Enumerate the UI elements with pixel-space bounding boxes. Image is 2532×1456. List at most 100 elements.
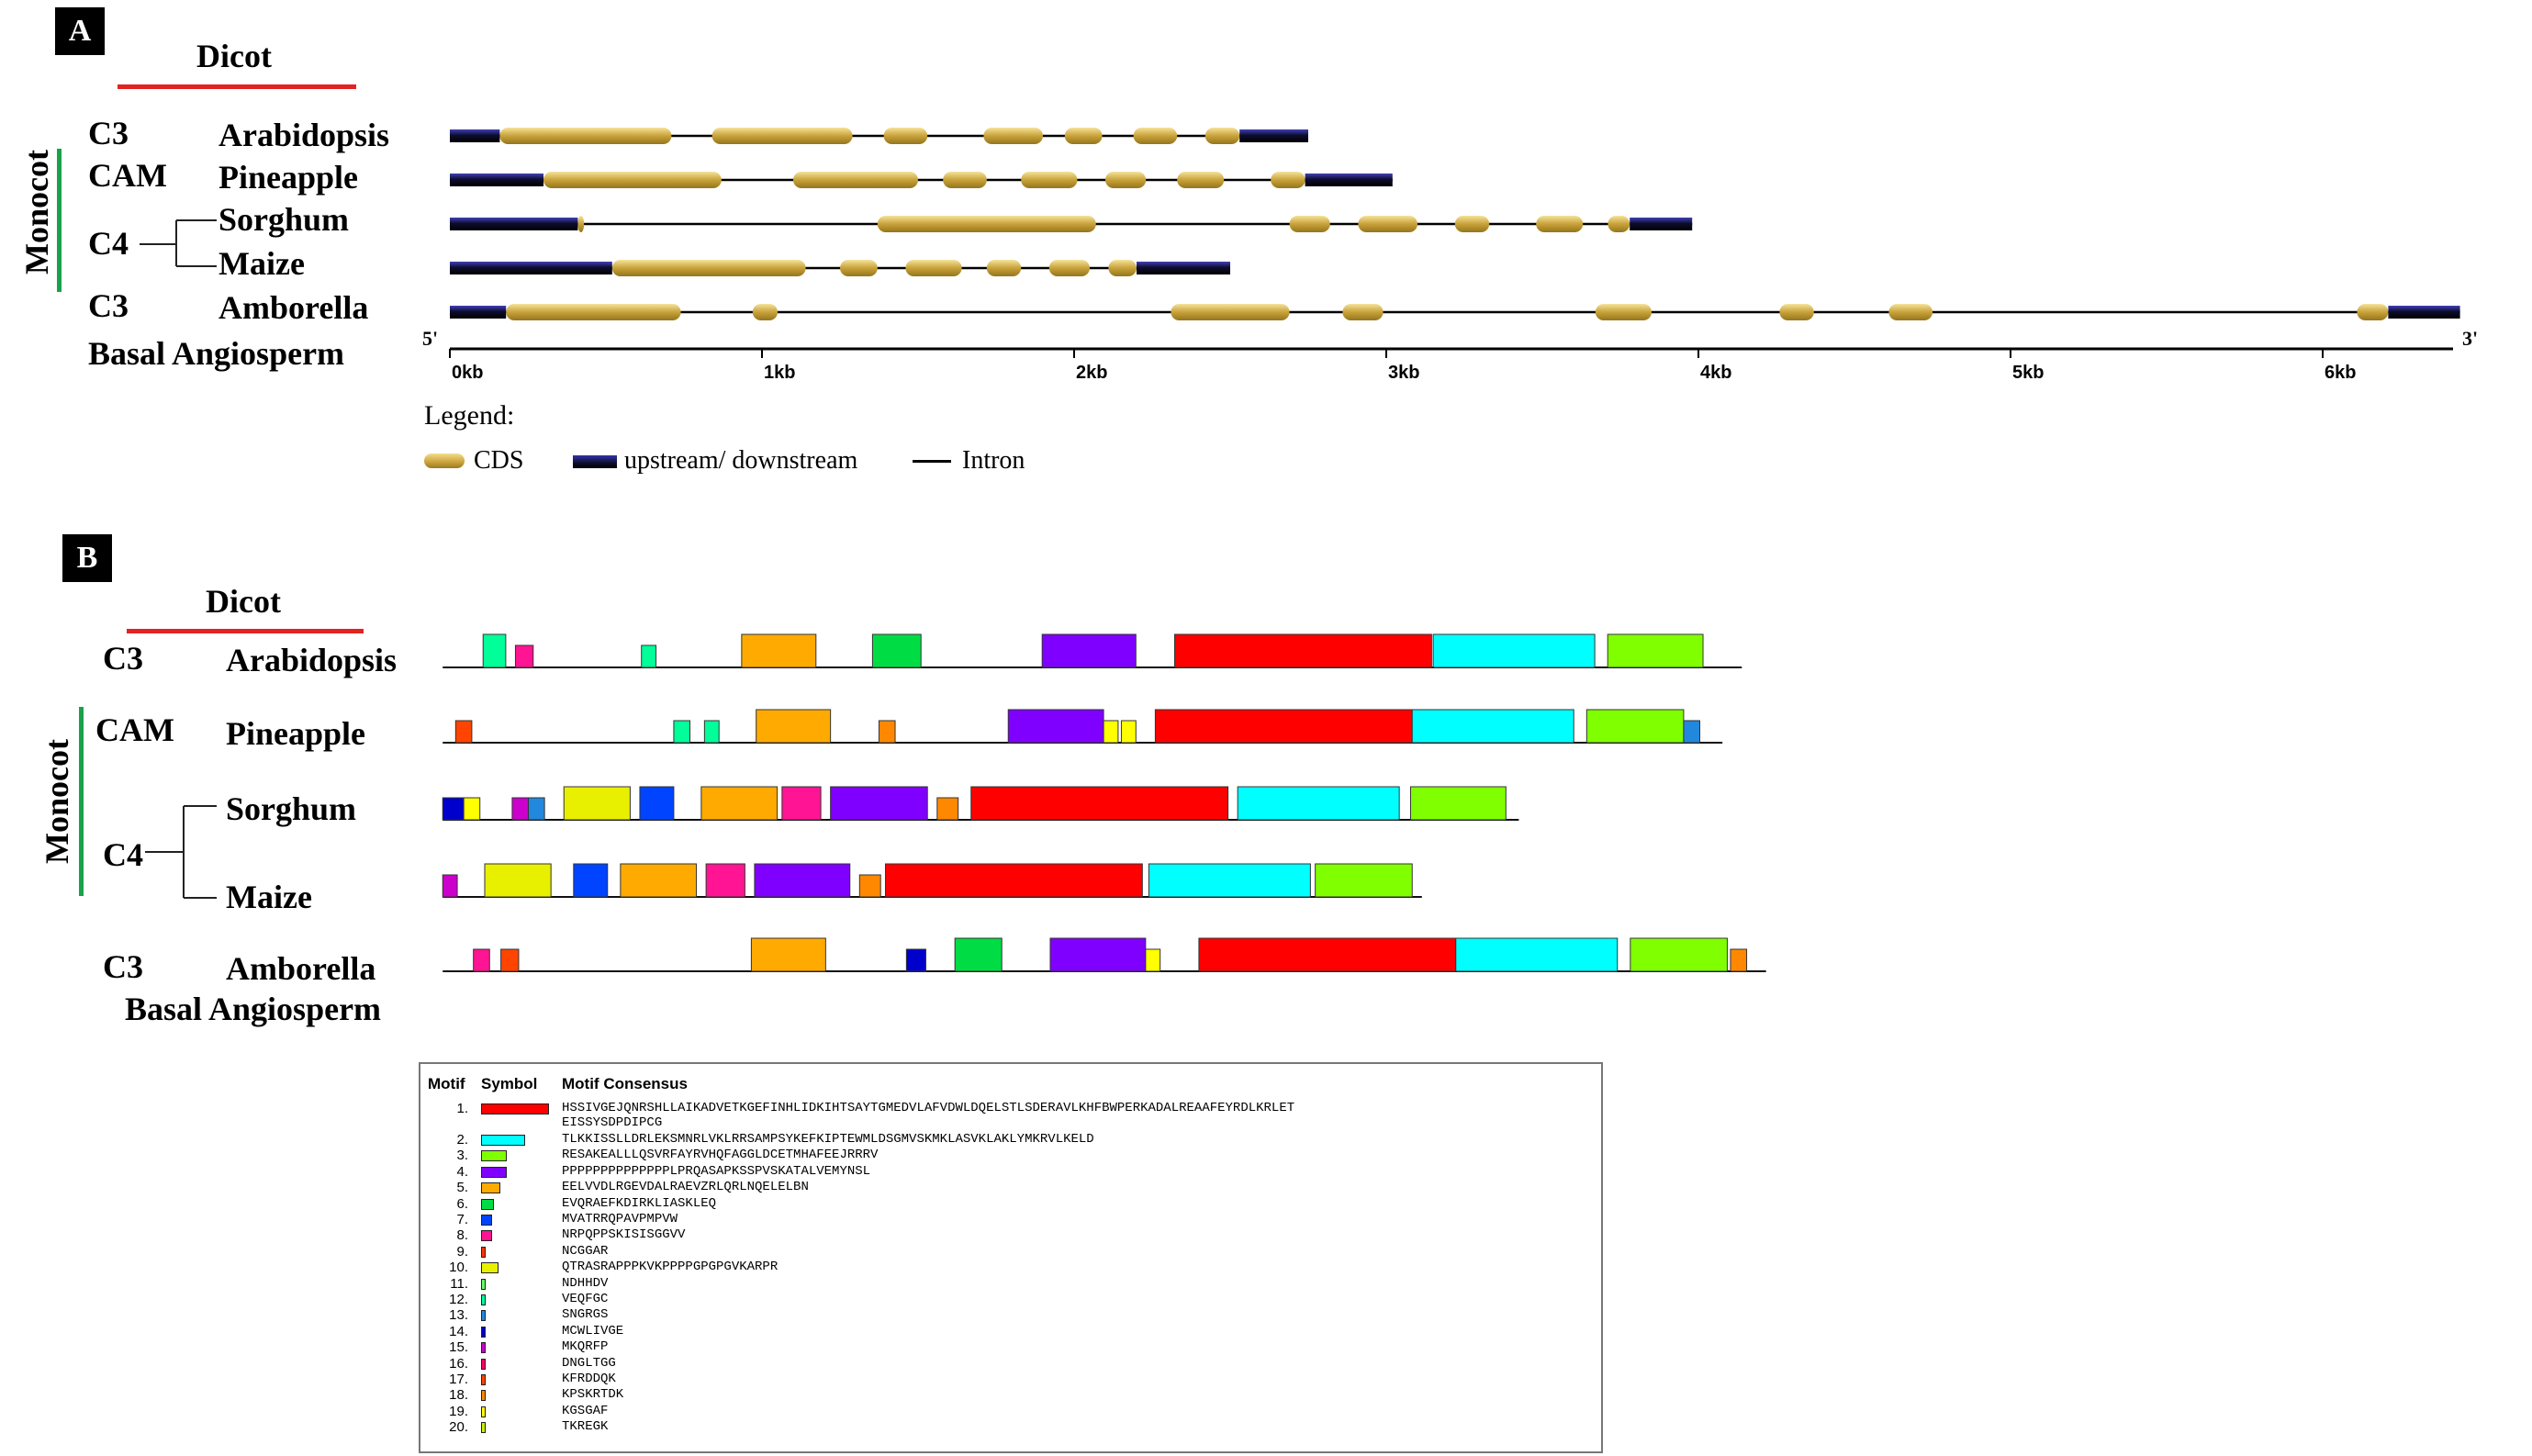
motif-block-4 [1041,633,1137,668]
motif-block-19 [463,797,481,821]
motif-symbol [481,1278,487,1290]
motif-consensus: KPSKRTDK [562,1387,624,1403]
motif-block-12 [482,633,507,668]
motif-symbol [481,1374,487,1385]
motif-block-18 [878,720,896,744]
cds-segment [506,304,681,320]
panel-b-species-pineapple: Pineapple [226,715,366,752]
motif-consensus: MKQRFP [562,1339,609,1355]
cds-segment [986,260,1022,276]
panel-a-species-maize: Maize [218,245,305,282]
motif-block-13 [1683,720,1701,744]
motif-number: 9. [456,1243,468,1260]
motif-block-1 [884,863,1143,898]
motif-block-14 [905,948,926,972]
motif-number: 20. [449,1419,468,1436]
panel-a-group-c4: C4 [88,225,129,262]
motif-number: 15. [449,1339,468,1356]
motif-symbol [481,1246,487,1258]
cds-segment [1105,172,1147,188]
motif-number: 10. [449,1260,468,1276]
motif-number: 19. [449,1403,468,1419]
utr-segment [1137,262,1230,274]
motif-consensus: HSSIVGEJQNRSHLLAIKADVETKGEFINHLIDKIHTSAY… [562,1101,1295,1115]
panel-b-species-maize: Maize [226,879,312,915]
motif-number: 2. [456,1132,468,1148]
motif-consensus: NDHHDV [562,1275,609,1291]
motif-legend-table: Motif Symbol Motif Consensus 1. HSSIVGEJQ… [419,1062,1603,1453]
motif-row: 12. VEQFGC [420,1292,1596,1308]
panel-b-group-c4: C4 [103,836,143,873]
motif-header-consensus: Motif Consensus [562,1075,688,1092]
utr-segment [1239,129,1308,142]
cds-segment [840,260,878,276]
panel-b-group-c3-amborella: C3 [103,948,143,985]
motif-block-14 [442,797,465,821]
panel-b-monocot-bar [79,707,84,896]
motif-block-8 [514,644,534,668]
cds-segment [1608,216,1630,232]
motif-symbol [481,1103,549,1114]
panel-a-group-c3-arabidopsis: C3 [88,115,129,151]
panel-a-badge: A [55,7,105,55]
motif-symbol [481,1215,493,1226]
motif-consensus: NRPQPPSKISISGGVV [562,1227,686,1243]
motif-block-2 [1432,633,1596,668]
motif-row: 7. MVATRRQPAVPMPVW [420,1212,1596,1228]
motif-block-4 [1049,937,1147,972]
legend-intron-label: Intron [962,446,1025,475]
motif-consensus: VEQFGC [562,1292,609,1306]
kb-tick-label: 6kb [2325,363,2356,383]
motif-block-3 [1630,937,1728,972]
panel-a-group-c3-amborella: C3 [88,287,129,324]
motif-block-15 [511,797,530,821]
motif-row: 3. RESAKEALLLQSVRFAYRVHQFAGGLDCETMHAFEEJR… [420,1148,1596,1164]
cds-segment [752,304,778,320]
cds-segment [1048,260,1090,276]
motif-block-5 [756,709,832,744]
motif-row: 17. KFRDDQK [420,1372,1596,1388]
motif-consensus: EVQRAEFKDIRKLIASKLEQ [562,1195,717,1211]
motif-block-5 [741,633,817,668]
cds-segment [1888,304,1933,320]
motif-block-2 [1411,709,1574,744]
motif-header-motif: Motif [428,1075,465,1092]
utr-segment [1305,174,1393,186]
legend-cds-swatch [424,454,465,468]
motif-block-3 [1585,709,1685,744]
motif-symbol [481,1326,487,1338]
cds-segment [499,128,672,144]
kb-tick-label: 1kb [764,363,795,383]
cds-segment [905,260,962,276]
motif-number: 16. [449,1355,468,1372]
cds-segment [1108,260,1137,276]
legend-intron-line [913,460,951,463]
motif-block-7 [573,863,609,898]
motif-block-12 [703,720,720,744]
motif-block-17 [500,948,520,972]
motif-block-7 [639,786,675,821]
motif-row: 18. KPSKRTDK [420,1387,1596,1404]
motif-number: 4. [456,1163,468,1180]
cds-segment [1454,216,1490,232]
motif-symbol [481,1262,499,1274]
motif-block-8 [781,786,822,821]
legend-updown-label: upstream/ downstream [624,446,858,475]
motif-row: 16. DNGLTGG [420,1356,1596,1372]
motif-row: 19. KGSGAF [420,1404,1596,1420]
panel-a-dicot-bar [118,84,356,89]
cds-segment [883,128,928,144]
motif-block-3 [1315,863,1413,898]
motif-block-6 [871,633,922,668]
panel-b-dicot-label: Dicot [206,583,281,620]
panel-a-species-sorghum: Sorghum [218,201,350,238]
motif-block-8 [705,863,745,898]
motif-row: 20. TKREGK [420,1419,1596,1436]
motif-row: 5. EELVVDLRGEVDALRAEVZRLQRLNQELELBN [420,1180,1596,1196]
motif-symbol [481,1358,487,1370]
motif-consensus: MCWLIVGE [562,1323,624,1338]
motif-symbol [481,1198,495,1210]
motif-symbol [481,1342,487,1354]
panel-a-group-cam: CAM [88,157,167,194]
panel-b-group-c3-arabidopsis: C3 [103,640,143,677]
